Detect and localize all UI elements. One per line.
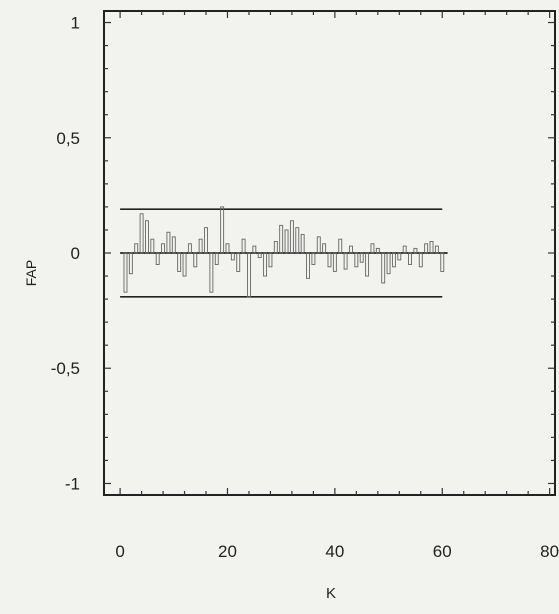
bar	[409, 253, 412, 265]
bar	[317, 237, 320, 253]
x-tick-label: 20	[218, 542, 237, 561]
bar	[140, 214, 143, 253]
bar	[398, 253, 401, 260]
bar	[312, 253, 315, 265]
bar	[430, 241, 433, 253]
bar	[382, 253, 385, 283]
bars-layer	[124, 207, 444, 297]
bar	[419, 253, 422, 267]
bar	[221, 207, 224, 253]
bar	[178, 253, 181, 271]
bar	[167, 232, 170, 253]
bar	[307, 253, 310, 278]
bar	[323, 244, 326, 253]
bar	[290, 221, 293, 253]
bar	[403, 246, 406, 253]
bar	[285, 230, 288, 253]
bar	[344, 253, 347, 269]
bar	[156, 253, 159, 265]
bar	[231, 253, 234, 260]
bar	[172, 237, 175, 253]
bar	[242, 239, 245, 253]
bar	[247, 253, 250, 297]
bar	[129, 253, 132, 274]
bar	[339, 239, 342, 253]
bar	[151, 239, 154, 253]
bar	[333, 253, 336, 271]
bar	[124, 253, 127, 292]
bar	[183, 253, 186, 276]
bar	[237, 253, 240, 271]
y-axis-label: FAP	[23, 260, 39, 286]
bar	[162, 244, 165, 253]
bar	[253, 246, 256, 253]
bar	[296, 228, 299, 253]
bar	[366, 253, 369, 276]
bar	[145, 221, 148, 253]
bar	[205, 228, 208, 253]
bar	[194, 253, 197, 267]
bar	[349, 246, 352, 253]
y-tick-label: 0,5	[56, 129, 80, 148]
bar	[274, 241, 277, 253]
bar	[355, 253, 358, 267]
x-tick-label: 0	[115, 542, 124, 561]
x-tick-label: 80	[540, 542, 559, 561]
bar	[387, 253, 390, 274]
x-tick-label: 60	[433, 542, 452, 561]
y-tick-label: -0,5	[51, 359, 80, 378]
x-axis-label: K	[326, 585, 336, 602]
bar	[264, 253, 267, 276]
bar	[441, 253, 444, 271]
y-tick-label: 0	[71, 244, 80, 263]
bar	[269, 253, 272, 267]
bar	[425, 244, 428, 253]
bar	[371, 244, 374, 253]
bar	[360, 253, 363, 262]
bar	[226, 244, 229, 253]
bar	[188, 244, 191, 253]
bar	[135, 244, 138, 253]
bar	[392, 253, 395, 267]
bar	[435, 246, 438, 253]
bar	[280, 225, 283, 253]
bar	[301, 235, 304, 253]
bar	[328, 253, 331, 267]
y-tick-label: -1	[65, 474, 80, 493]
y-tick-label: 1	[71, 14, 80, 33]
bar	[215, 253, 218, 265]
bar	[210, 253, 213, 292]
x-tick-label: 40	[325, 542, 344, 561]
bar	[199, 239, 202, 253]
